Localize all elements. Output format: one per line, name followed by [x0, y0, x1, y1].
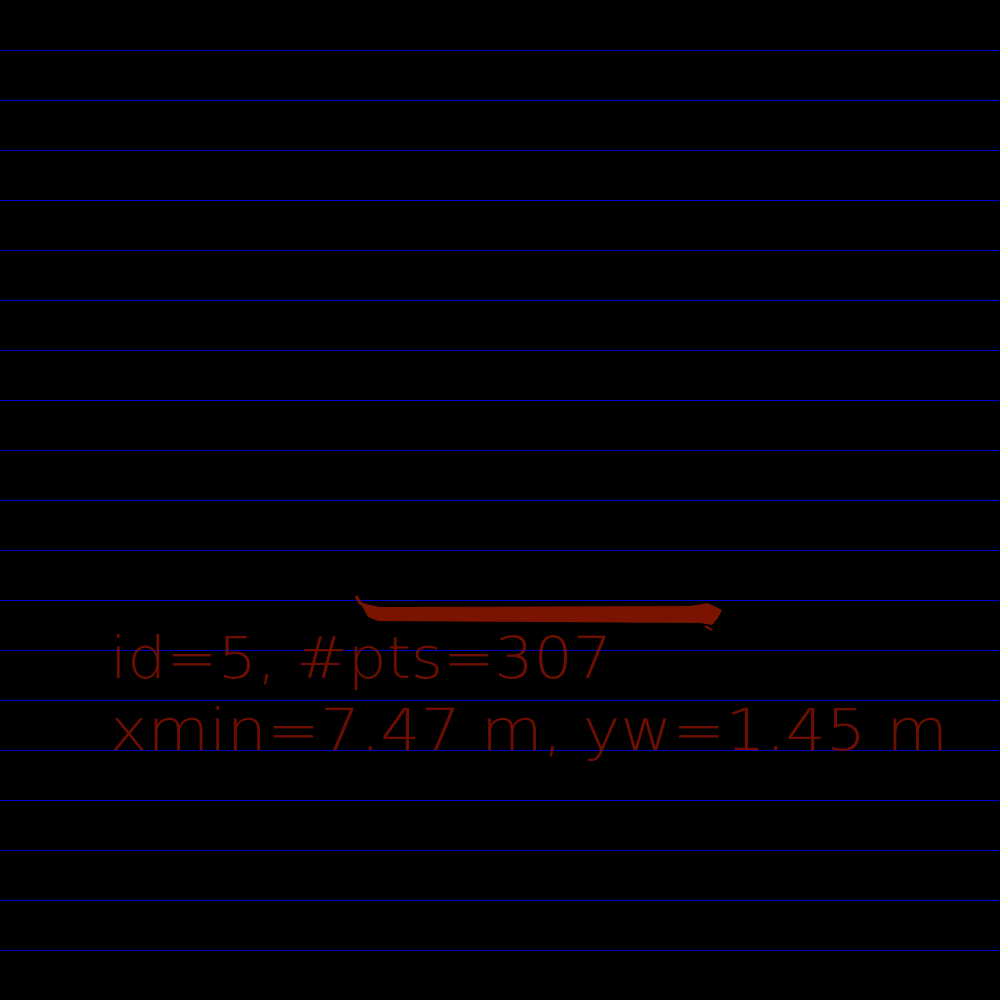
- cluster-label: id=5, #pts=307: [110, 624, 612, 692]
- cluster-label: xmin=7.47 m, yw=1.45 m: [110, 696, 948, 764]
- point-cluster: [354, 595, 722, 631]
- cluster-body: [362, 603, 722, 625]
- range-lines: [0, 50, 1000, 951]
- cluster-edge: [354, 595, 367, 608]
- cluster-edge: [704, 625, 713, 631]
